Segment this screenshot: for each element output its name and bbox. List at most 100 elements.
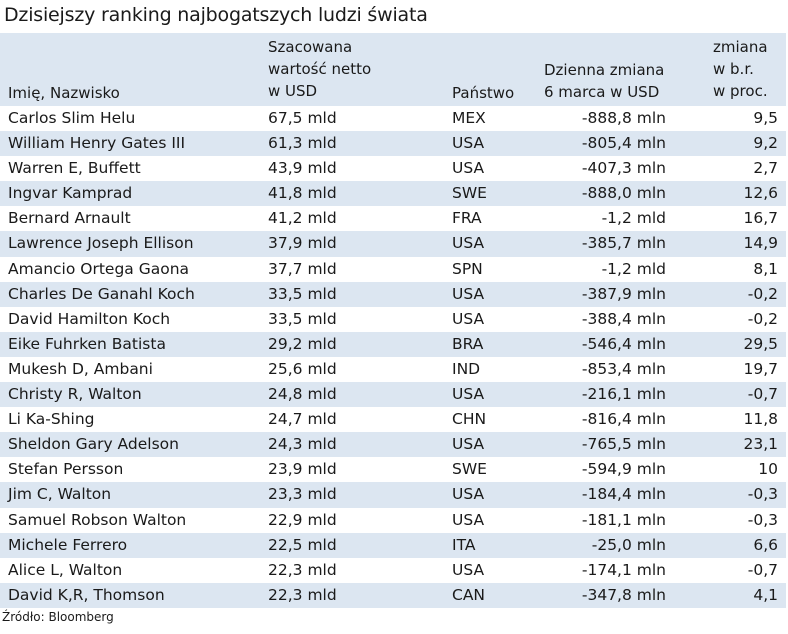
cell-ytd: -0,2 <box>747 309 778 328</box>
cell-value: 43,9 mld <box>268 159 337 178</box>
cell-ytd: -0,7 <box>747 560 778 579</box>
page-title: Dzisiejszy ranking najbogatszych ludzi ś… <box>4 4 428 26</box>
cell-change: -385,7 mln <box>581 234 666 253</box>
table-row: Ingvar Kamprad 41,8 mld SWE -888,0 mln 12,6 <box>0 181 786 207</box>
table-row: Michele Ferrero 22,5 mld ITA -25,0 mln 6,6 <box>0 532 786 558</box>
cell-name: Bernard Arnault <box>8 209 131 228</box>
table-row: Mukesh D, Ambani 25,6 mld IND -853,4 mln 19,… <box>0 357 786 382</box>
cell-ytd: 9,2 <box>753 134 778 153</box>
cell-value: 22,3 mld <box>268 585 337 604</box>
cell-change: -174,1 mln <box>581 560 666 579</box>
cell-name: Eike Fuhrken Batista <box>8 334 166 353</box>
header-value-line2: wartość netto <box>268 60 372 78</box>
table-row: David K,R, Thomson 22,3 mld CAN -347,8 mln 4… <box>0 582 786 608</box>
table-header: Imię, Nazwisko Szacowana wartość netto w… <box>0 33 786 106</box>
header-change-line1: Dzienna zmiana <box>544 61 665 79</box>
header-country: Państwo <box>452 84 515 102</box>
cell-name: Christy R, Walton <box>8 385 142 404</box>
cell-country: SWE <box>452 460 487 479</box>
cell-change: -888,0 mln <box>581 184 666 203</box>
cell-ytd: 14,9 <box>743 234 778 253</box>
cell-value: 25,6 mld <box>268 359 337 378</box>
table-row: William Henry Gates III 61,3 mld USA -805,4… <box>0 131 786 157</box>
cell-value: 37,9 mld <box>268 234 337 253</box>
cell-change: -388,4 mln <box>581 309 666 328</box>
cell-ytd: 12,6 <box>743 184 778 203</box>
cell-name: Warren E, Buffett <box>8 159 141 178</box>
cell-ytd: -0,3 <box>747 485 778 504</box>
header-value-line3: w USD <box>268 82 318 100</box>
cell-country: BRA <box>452 334 484 353</box>
cell-name: Mukesh D, Ambani <box>8 359 153 378</box>
cell-change: -347,8 mln <box>581 585 666 604</box>
header-ytd-line2: w b.r. <box>713 60 754 78</box>
cell-name: Jim C, Walton <box>8 485 112 504</box>
table-row: Eike Fuhrken Batista 29,2 mld BRA -546,4 ml… <box>0 331 786 357</box>
cell-ytd: 9,5 <box>753 109 778 127</box>
cell-country: SWE <box>452 184 487 203</box>
cell-country: USA <box>452 234 485 253</box>
header-change-line2: 6 marca w USD <box>544 83 660 101</box>
cell-value: 22,9 mld <box>268 510 337 529</box>
cell-ytd: 11,8 <box>743 410 778 429</box>
cell-name: Charles De Ganahl Koch <box>8 284 195 303</box>
header-value: Szacowana wartość netto w USD <box>268 36 371 102</box>
cell-value: 23,3 mld <box>268 485 337 504</box>
cell-value: 22,3 mld <box>268 560 337 579</box>
cell-value: 29,2 mld <box>268 334 337 353</box>
cell-country: USA <box>452 435 485 454</box>
cell-country: ITA <box>452 535 476 554</box>
cell-ytd: 29,5 <box>743 334 778 353</box>
cell-country: USA <box>452 309 485 328</box>
table-row: Sheldon Gary Adelson 24,3 mld USA -765,5 ml… <box>0 432 786 458</box>
cell-name: Michele Ferrero <box>8 535 128 554</box>
cell-change: -805,4 mln <box>581 134 666 153</box>
cell-change: -1,2 mld <box>601 209 666 228</box>
cell-value: 33,5 mld <box>268 309 337 328</box>
header-ytd: zmiana w b.r. w proc. <box>713 36 768 102</box>
cell-change: -1,2 mld <box>601 259 666 278</box>
cell-change: -387,9 mln <box>581 284 666 303</box>
cell-value: 24,7 mld <box>268 410 337 429</box>
table-row: Alice L, Walton 22,3 mld USA -174,1 mln -0,7 <box>0 558 786 583</box>
cell-change: -594,9 mln <box>581 460 666 479</box>
cell-ytd: 23,1 <box>743 435 778 454</box>
cell-name: David Hamilton Koch <box>8 309 171 328</box>
cell-value: 23,9 mld <box>268 460 337 479</box>
header-ytd-line3: w proc. <box>713 82 768 100</box>
cell-country: MEX <box>452 109 486 127</box>
cell-change: -888,8 mln <box>581 109 666 127</box>
cell-change: -853,4 mln <box>581 359 666 378</box>
cell-ytd: 16,7 <box>743 209 778 228</box>
table-row: Christy R, Walton 24,8 mld USA -216,1 mln -0… <box>0 382 786 408</box>
cell-name: William Henry Gates III <box>8 134 186 153</box>
cell-country: SPN <box>452 259 483 278</box>
header-name: Imię, Nazwisko <box>8 84 120 102</box>
cell-country: USA <box>452 159 485 178</box>
table-row: Li Ka-Shing 24,7 mld CHN -816,4 mln 11,8 <box>0 407 786 432</box>
cell-ytd: -0,7 <box>747 385 778 404</box>
table-row: Samuel Robson Walton 22,9 mld USA -181,1 ml… <box>0 508 786 533</box>
ranking-table: Imię, Nazwisko Szacowana wartość netto w… <box>0 33 786 608</box>
cell-ytd: 2,7 <box>753 159 778 178</box>
cell-name: Carlos Slim Helu <box>8 109 136 127</box>
cell-value: 61,3 mld <box>268 134 337 153</box>
table-row: Carlos Slim Helu 67,5 mld MEX -888,8 mln 9,5 <box>0 106 786 131</box>
cell-value: 37,7 mld <box>268 259 337 278</box>
cell-ytd: 19,7 <box>743 359 778 378</box>
header-ytd-line1: zmiana <box>713 38 768 56</box>
cell-change: -765,5 mln <box>581 435 666 454</box>
cell-country: USA <box>452 284 485 303</box>
cell-value: 22,5 mld <box>268 535 337 554</box>
cell-change: -25,0 mln <box>591 535 666 554</box>
table-row: Amancio Ortega Gaona 37,7 mld SPN -1,2 mld 8… <box>0 257 786 282</box>
table-body: Carlos Slim Helu 67,5 mld MEX -888,8 mln 9,5… <box>0 106 786 608</box>
table-row: Charles De Ganahl Koch 33,5 mld USA -387,9 … <box>0 281 786 307</box>
table-row: Jim C, Walton 23,3 mld USA -184,4 mln -0,3 <box>0 482 786 508</box>
cell-name: Ingvar Kamprad <box>8 184 133 203</box>
cell-change: -816,4 mln <box>581 410 666 429</box>
cell-value: 33,5 mld <box>268 284 337 303</box>
cell-value: 24,8 mld <box>268 385 337 404</box>
cell-value: 41,2 mld <box>268 209 337 228</box>
cell-ytd: 8,1 <box>753 259 778 278</box>
